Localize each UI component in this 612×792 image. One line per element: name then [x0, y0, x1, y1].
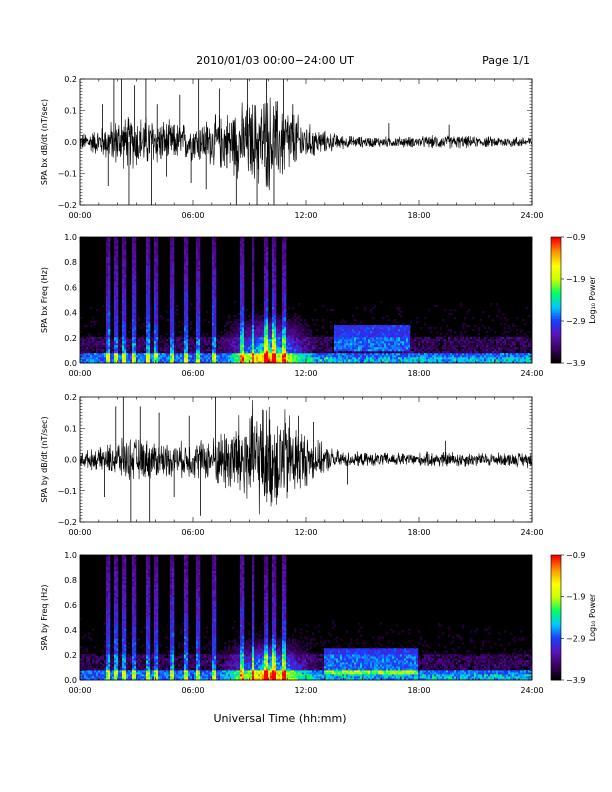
- x-tick-label: 06:00: [181, 369, 204, 378]
- colorbar-label: Log₁₀ Power: [588, 593, 597, 641]
- y-tick-label: 0.8: [64, 576, 77, 585]
- plot-frame: [79, 78, 533, 206]
- y-tick-label: 0.0: [64, 676, 77, 685]
- x-tick-label: 06:00: [181, 211, 204, 220]
- colorbar-frame: [550, 236, 562, 364]
- spectrogram-cells: [80, 555, 533, 681]
- y-tick-label: 0.4: [64, 309, 77, 318]
- x-tick-label: 18:00: [407, 686, 430, 695]
- trace-line: [80, 97, 532, 190]
- y-tick-label: 1.0: [64, 551, 77, 560]
- colorbar-tick-label: −2.9: [566, 634, 585, 643]
- colorbar: −0.9 −1.9 −2.9 −3.9 Log₁₀ Power: [550, 233, 597, 368]
- x-tick-label: 24:00: [520, 369, 543, 378]
- x-tick-label: 18:00: [407, 369, 430, 378]
- x-tick-label: 24:00: [520, 528, 543, 537]
- x-tick-label: 06:00: [181, 528, 204, 537]
- y-tick-label: −0.1: [58, 487, 77, 496]
- panel-by-spectrogram: −0.9 −1.9 −2.9 −3.9 Log₁₀ Power 00:00 06:00 12:…: [40, 551, 597, 695]
- panel-bx-timeseries: 00:00 06:00 12:00 18:00 24:00 −0.2 −0.1 0.0 0.1 0…: [40, 75, 544, 220]
- colorbar-tick-label: −3.9: [566, 676, 585, 685]
- x-tick-label: 24:00: [520, 211, 543, 220]
- colorbar: −0.9 −1.9 −2.9 −3.9 Log₁₀ Power: [550, 551, 597, 685]
- spectrogram-cells: [80, 237, 533, 364]
- y-tick-label: 0.2: [64, 651, 77, 660]
- x-tick-label: 00:00: [68, 686, 91, 695]
- y-axis-label: SPA bx Freq (Hz): [40, 267, 49, 333]
- plot-frame: [79, 236, 533, 364]
- y-tick-label: 0.1: [64, 107, 77, 116]
- x-tick-label: 24:00: [520, 686, 543, 695]
- colorbar-label: Log₁₀ Power: [588, 276, 597, 324]
- y-tick-label: 0.1: [64, 424, 77, 433]
- x-tick-label: 18:00: [407, 211, 430, 220]
- page-label: Page 1/1: [482, 54, 530, 67]
- y-axis-label: SPA bx dB/dt (nT/sec): [40, 99, 49, 185]
- plot-frame: [79, 554, 533, 681]
- y-tick-label: 0.6: [64, 283, 77, 292]
- colorbar-tick-label: −0.9: [566, 233, 585, 242]
- page-title: 2010/01/03 00:00−24:00 UT: [196, 54, 354, 67]
- y-tick-label: 0.2: [64, 75, 77, 84]
- y-tick-label: 0.2: [64, 334, 77, 343]
- x-tick-label: 00:00: [68, 369, 91, 378]
- x-axis-label: Universal Time (hh:mm): [214, 712, 347, 725]
- y-tick-label: −0.2: [58, 201, 77, 210]
- x-tick-label: 18:00: [407, 528, 430, 537]
- trace-line: [80, 399, 532, 515]
- x-tick-label: 12:00: [294, 528, 317, 537]
- colorbar-tick-label: −1.9: [566, 593, 585, 602]
- y-axis-label: SPA by Freq (Hz): [40, 585, 49, 651]
- y-tick-label: 0.6: [64, 601, 77, 610]
- y-tick-label: 0.0: [64, 456, 77, 465]
- colorbar-tick-label: −0.9: [566, 551, 585, 560]
- x-tick-label: 12:00: [294, 369, 317, 378]
- x-tick-label: 12:00: [294, 686, 317, 695]
- x-tick-label: 00:00: [68, 211, 91, 220]
- colorbar-frame: [550, 554, 562, 681]
- y-tick-label: −0.2: [58, 518, 77, 527]
- x-tick-label: 06:00: [181, 686, 204, 695]
- y-tick-label: 0.4: [64, 626, 77, 635]
- panel-by-timeseries: 00:00 06:00 12:00 18:00 24:00 −0.2 −0.1 0.0 0.1 0…: [40, 393, 544, 537]
- y-tick-label: 0.8: [64, 258, 77, 267]
- y-tick-label: 1.0: [64, 233, 77, 242]
- colorbar-tick-label: −3.9: [566, 359, 585, 368]
- y-tick-label: 0.0: [64, 138, 77, 147]
- y-axis-label: SPA by dB/dt (nT/sec): [40, 416, 49, 502]
- x-tick-label: 00:00: [68, 528, 91, 537]
- y-tick-label: −0.1: [58, 170, 77, 179]
- colorbar-tick-label: −2.9: [566, 317, 585, 326]
- y-tick-label: 0.0: [64, 359, 77, 368]
- colorbar-tick-label: −1.9: [566, 275, 585, 284]
- panel-bx-spectrogram: −0.9 −1.9 −2.9 −3.9 Log₁₀ Power 00:00 06:00 12:…: [40, 233, 597, 378]
- x-tick-label: 12:00: [294, 211, 317, 220]
- y-tick-label: 0.2: [64, 393, 77, 402]
